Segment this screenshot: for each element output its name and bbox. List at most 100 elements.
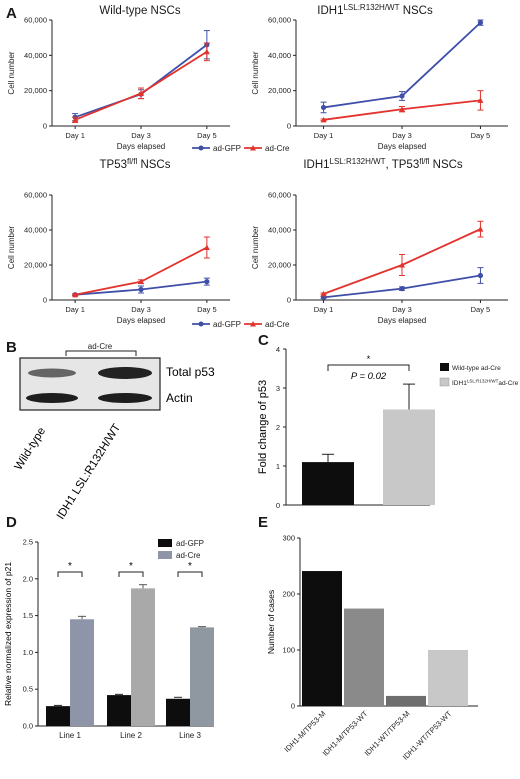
legend-row-1: ad-GFP ad-Cre — [192, 144, 290, 153]
y-tick-label: 40,000 — [24, 51, 47, 60]
y-tick-label: 3 — [276, 384, 280, 393]
x-tick-label: Day 5 — [471, 305, 491, 314]
legend-swatch-wildtype — [440, 363, 449, 371]
y-axis-label: Fold change of p53 — [257, 380, 269, 474]
y-tick-label: 200 — [282, 590, 295, 599]
y-tick-label: 0 — [43, 296, 47, 305]
legend-cre-marker — [250, 145, 256, 151]
y-axis-label: Cell number — [251, 51, 260, 94]
significance-star: * — [68, 561, 72, 572]
panel-a1-title: Wild-type NSCs — [99, 5, 180, 17]
band-label-p53: Total p53 — [166, 365, 215, 379]
y-tick-label: 0.0 — [23, 722, 33, 731]
bar — [428, 650, 468, 706]
x-tick-label: Day 1 — [314, 131, 334, 140]
data-point-gfp — [138, 286, 144, 293]
bar — [302, 462, 354, 505]
significance-bracket — [118, 571, 144, 577]
y-axis-label: Cell number — [7, 51, 16, 94]
significance-bracket — [177, 571, 203, 577]
y-tick-label: 40,000 — [268, 51, 291, 60]
y-tick-label: 60,000 — [24, 191, 47, 200]
x-tick-label: Line 2 — [120, 731, 142, 740]
y-tick-label: 60,000 — [268, 191, 291, 200]
y-tick-label: 2.5 — [23, 538, 33, 547]
lane-label-idh1: IDH1 LSL:R132H/WT — [55, 422, 123, 522]
y-tick-label: 40,000 — [268, 226, 291, 235]
legend-swatch-cre — [158, 551, 172, 559]
data-point-cre — [138, 278, 144, 285]
panel-letter-a: A — [6, 5, 17, 22]
data-point-gfp — [399, 286, 405, 292]
legend-gfp-marker — [198, 145, 204, 151]
legend2-gfp-marker — [198, 321, 204, 327]
y-tick-label: 2.0 — [23, 574, 33, 583]
bar — [302, 571, 342, 706]
x-tick-label: Day 1 — [65, 305, 85, 314]
y-axis-label: Cell number — [251, 226, 260, 269]
band-p53-idh1 — [98, 367, 152, 379]
line-chart-tp53: 0 20,000 40,000 60,000 Day 1 Day 3 Day 5 Days e… — [7, 191, 230, 325]
x-tick-label: Day 5 — [197, 305, 217, 314]
bar — [383, 409, 435, 505]
y-tick-label: 2 — [276, 423, 280, 432]
bar-gfp — [46, 706, 70, 726]
data-point-cre — [320, 290, 327, 297]
y-tick-label: 0 — [291, 702, 295, 711]
x-tick-label: IDH1-WT/TP53-M — [363, 709, 412, 758]
panel-a2-title: IDH1LSL:R132H/WT NSCs — [317, 3, 433, 17]
panel-letter-b: B — [6, 339, 17, 356]
bar-chart-cases: 0 100 200 300 Number of cases IDH1-M/TP53-M ID… — [266, 534, 478, 762]
x-tick-label: Day 5 — [471, 131, 491, 140]
x-tick-label: Day 3 — [392, 131, 412, 140]
band-p53-wildtype — [28, 368, 76, 378]
legend2-cre-marker — [250, 321, 256, 327]
band-actin-wildtype — [26, 393, 78, 403]
y-axis-label: Relative normalized expression of p21 — [3, 562, 13, 706]
y-tick-label: 300 — [282, 534, 295, 543]
significance-star: * — [367, 354, 371, 364]
bar — [386, 695, 426, 706]
x-axis-label: Days elapsed — [378, 142, 426, 151]
y-tick-label: 40,000 — [24, 226, 47, 235]
data-point-cre — [399, 106, 405, 112]
y-tick-label: 1 — [276, 462, 280, 471]
band-actin-idh1 — [98, 393, 152, 403]
band-label-actin: Actin — [166, 391, 193, 405]
data-point-cre — [138, 90, 144, 96]
x-tick-label: Line 3 — [179, 731, 201, 740]
significance-star: * — [129, 561, 133, 572]
legend-label-gfp: ad-GFP — [176, 539, 204, 548]
x-axis-label: Days elapsed — [117, 316, 165, 325]
y-axis-label: Cell number — [7, 226, 16, 269]
y-tick-label: 20,000 — [268, 86, 291, 95]
bar-cre — [70, 619, 94, 726]
legend-label-idh1: IDH1LSL:R132H/WTad-Cre — [452, 379, 519, 388]
y-tick-label: 0 — [287, 296, 291, 305]
panel-a3-title: TP53fl/fl NSCs — [100, 157, 171, 171]
legend-row-2: ad-GFP ad-Cre — [192, 320, 290, 329]
data-point-gfp — [477, 20, 484, 26]
x-tick-label: Day 1 — [65, 131, 85, 140]
significance-bracket — [57, 571, 83, 577]
x-axis-label: Days elapsed — [378, 316, 426, 325]
panel-a4-title: IDH1LSL:R132H/WT, TP53fl/fl NSCs — [303, 157, 463, 171]
legend-label-cre: ad-Cre — [176, 551, 201, 560]
data-point-gfp — [477, 272, 484, 279]
data-point-gfp — [204, 279, 210, 285]
line-chart-idh1-tp53: 0 20,000 40,000 60,000 Day 1 Day 3 Day 5 Days e… — [251, 191, 508, 325]
x-tick-label: Day 3 — [131, 305, 151, 314]
data-point-gfp — [399, 93, 405, 99]
legend-label-wildtype: Wild-type ad-Cre — [452, 365, 501, 372]
y-tick-label: 20,000 — [268, 261, 291, 270]
data-point-cre — [72, 116, 79, 123]
y-tick-label: 0 — [276, 501, 280, 510]
data-point-cre — [477, 97, 484, 103]
y-tick-label: 1.5 — [23, 611, 33, 620]
y-tick-label: 60,000 — [24, 16, 47, 25]
blot-bracket-label: ad-Cre — [88, 342, 113, 351]
bar-gfp — [107, 695, 131, 726]
data-point-cre — [72, 291, 79, 298]
data-point-cre — [203, 48, 210, 55]
